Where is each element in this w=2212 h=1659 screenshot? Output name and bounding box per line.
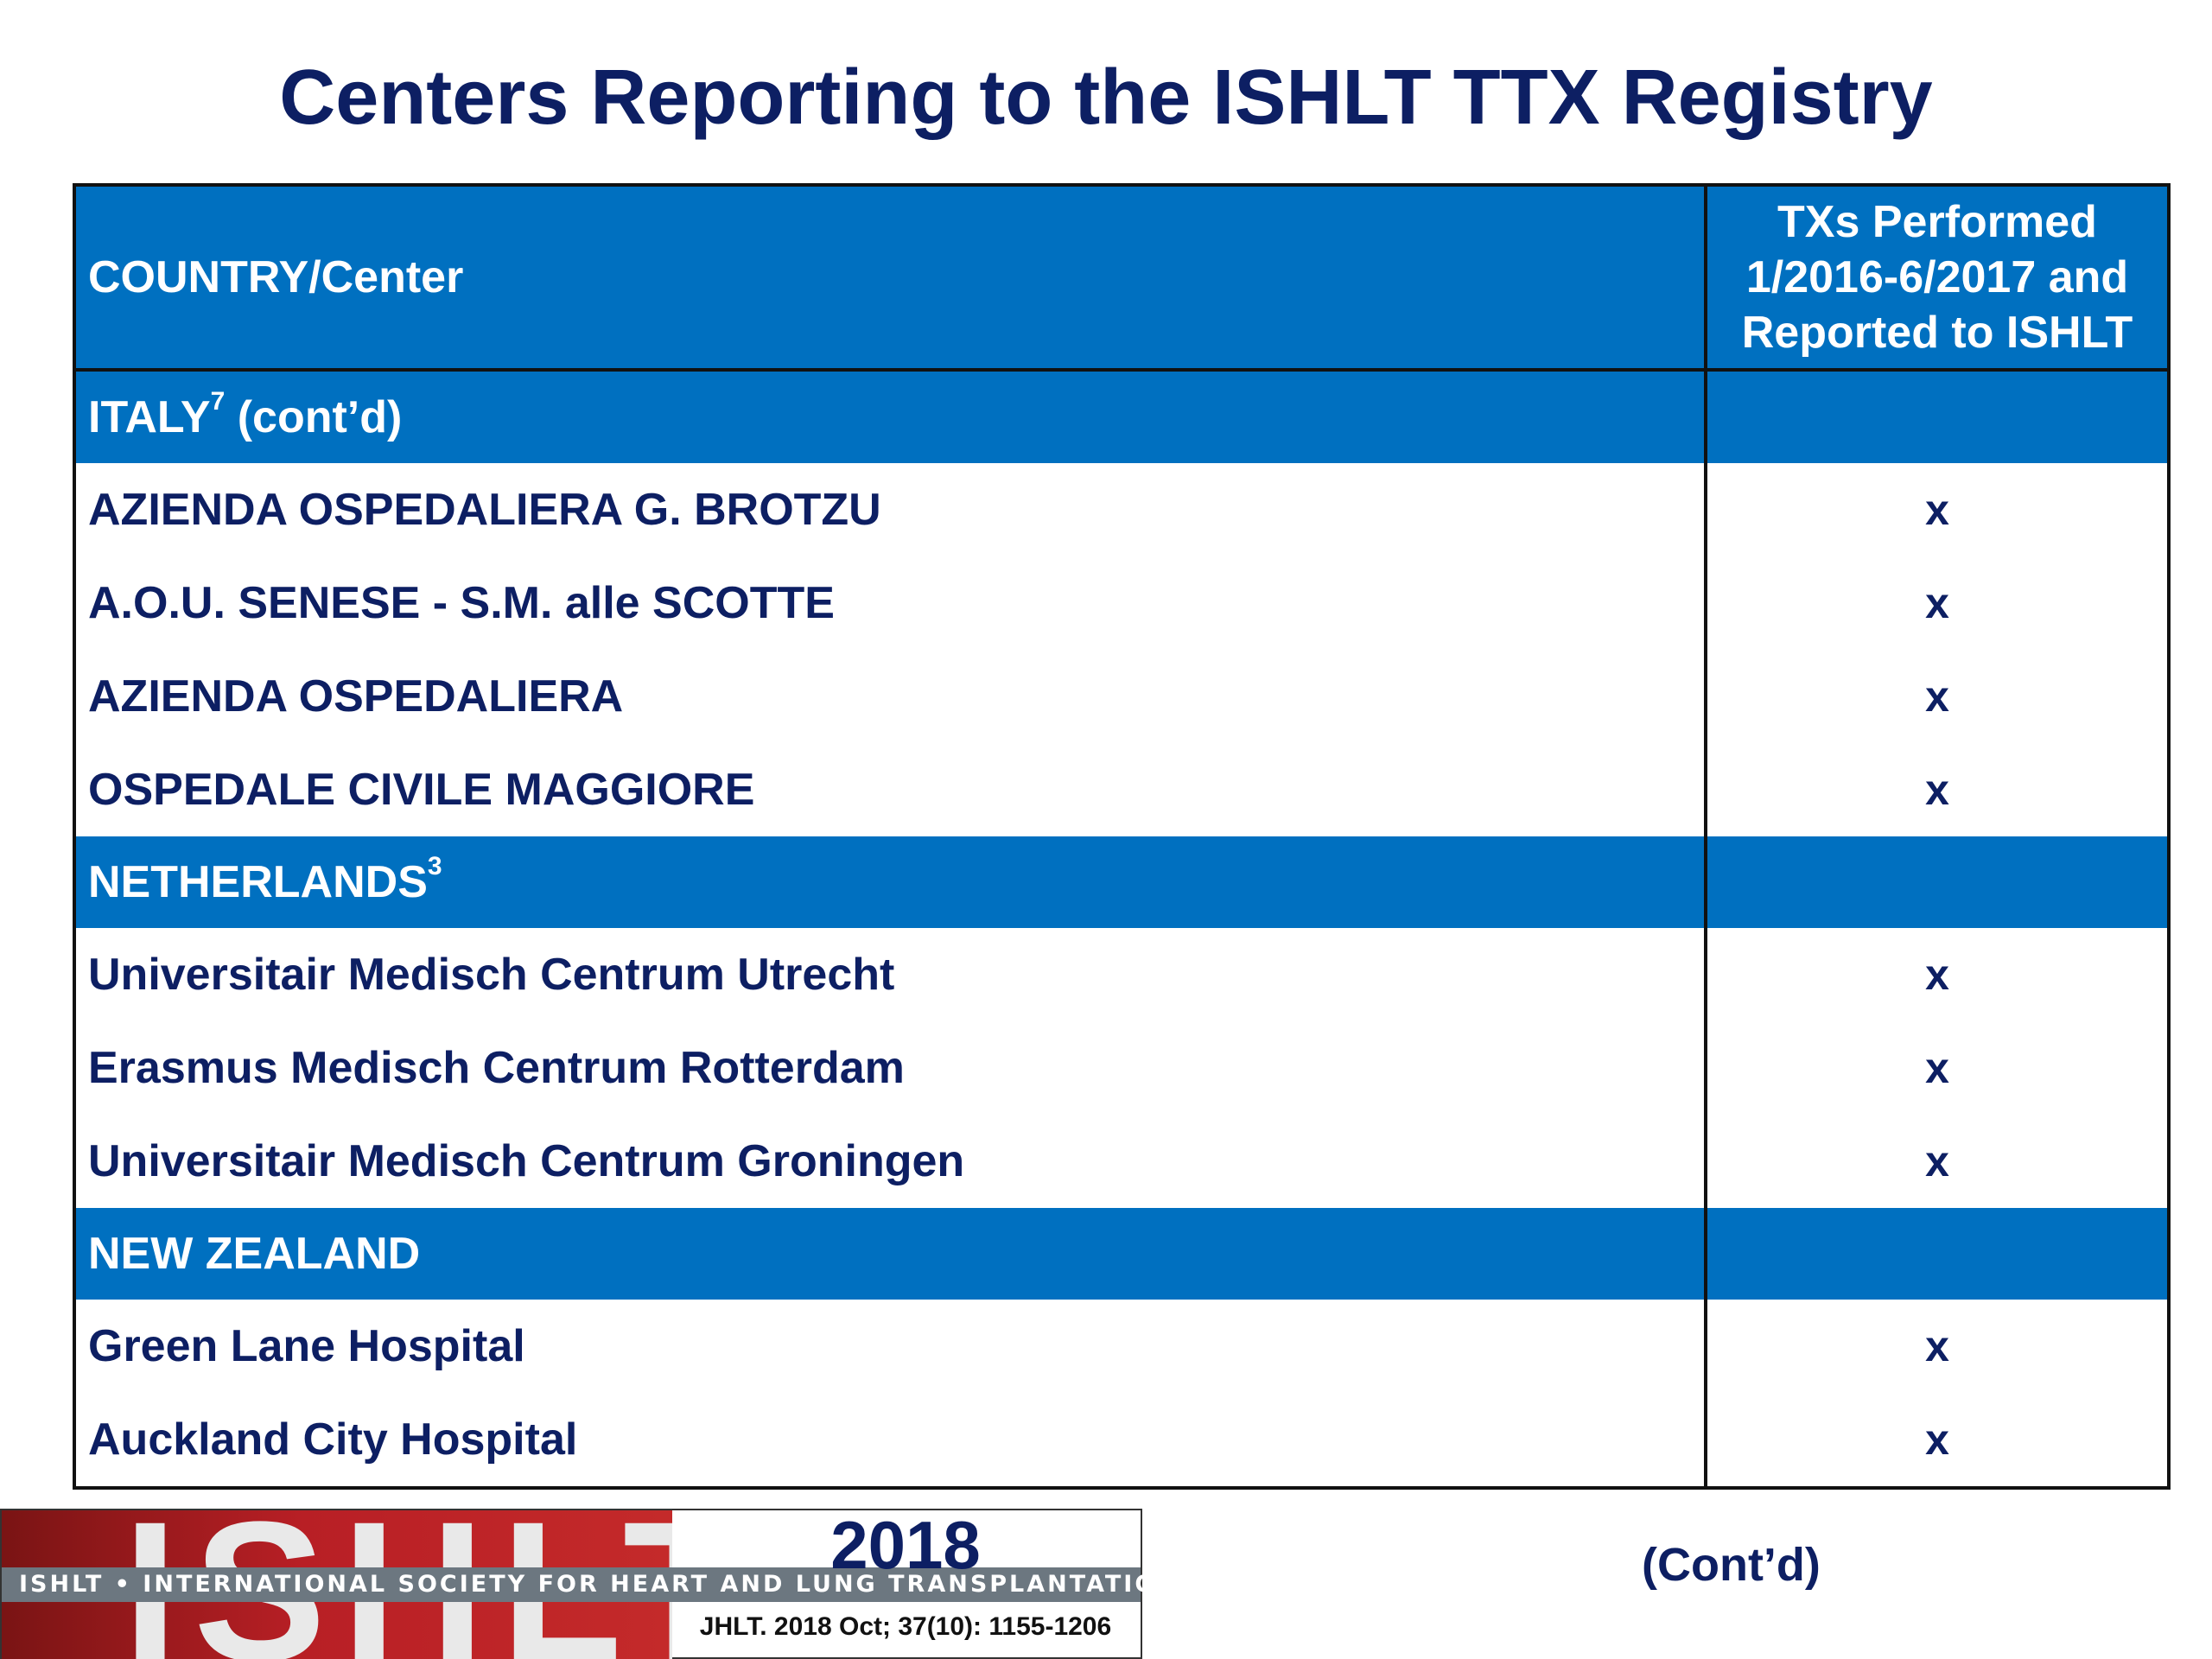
center-name: Green Lane Hospital: [74, 1300, 1707, 1393]
country-name-cell: NEW ZEALAND: [74, 1208, 1707, 1300]
center-name: AZIENDA OSPEDALIERA G. BROTZU: [74, 463, 1707, 556]
country-name: ITALY: [88, 392, 211, 442]
country-name: NETHERLANDS: [88, 857, 428, 907]
table-row: AZIENDA OSPEDALIERA x: [74, 650, 2169, 743]
country-tx-cell: [1706, 370, 2169, 463]
table-row: Erasmus Medisch Centrum Rotterdam x: [74, 1021, 2169, 1115]
country-name-cell: ITALY7 (cont’d): [74, 370, 1707, 463]
country-tx-cell: [1706, 1208, 2169, 1300]
page-title: Centers Reporting to the ISHLT TTX Regis…: [279, 54, 1933, 141]
country-name-cell: NETHERLANDS3: [74, 836, 1707, 928]
journal-citation: JHLT. 2018 Oct; 37(10): 1155-1206: [699, 1612, 1112, 1641]
country-footnote-ref: 3: [427, 852, 442, 880]
country-section-row: NEW ZEALAND: [74, 1208, 2169, 1300]
tx-mark: x: [1706, 463, 2169, 556]
center-name: AZIENDA OSPEDALIERA: [74, 650, 1707, 743]
continued-label: (Cont’d): [1642, 1539, 1821, 1591]
tx-mark: x: [1706, 650, 2169, 743]
tx-mark: x: [1706, 928, 2169, 1021]
center-name: Universitair Medisch Centrum Groningen: [74, 1115, 1707, 1208]
table-row: AZIENDA OSPEDALIERA G. BROTZU x: [74, 463, 2169, 556]
country-footnote-ref: 7: [210, 387, 226, 416]
tx-mark: x: [1706, 1393, 2169, 1488]
tx-mark: x: [1706, 1300, 2169, 1393]
center-name: OSPEDALE CIVILE MAGGIORE: [74, 743, 1707, 836]
tx-mark: x: [1706, 1021, 2169, 1115]
header-center: COUNTRY/Center: [74, 185, 1707, 372]
table-row: Universitair Medisch Centrum Groningen x: [74, 1115, 2169, 1208]
header-tx: TXs Performed 1/2016-6/2017 and Reported…: [1706, 185, 2169, 372]
table-row: A.O.U. SENESE - S.M. alle SCOTTE x: [74, 556, 2169, 650]
centers-table: COUNTRY/Center TXs Performed 1/2016-6/20…: [73, 183, 2171, 1490]
center-name: Erasmus Medisch Centrum Rotterdam: [74, 1021, 1707, 1115]
logo-band: [2, 1567, 1141, 1602]
table-row: Green Lane Hospital x: [74, 1300, 2169, 1393]
table-row: Universitair Medisch Centrum Utrecht x: [74, 928, 2169, 1021]
org-name: ISHLT • INTERNATIONAL SOCIETY FOR HEART …: [19, 1571, 1179, 1598]
country-section-row: NETHERLANDS3: [74, 836, 2169, 928]
table-row: OSPEDALE CIVILE MAGGIORE x: [74, 743, 2169, 836]
tx-mark: x: [1706, 1115, 2169, 1208]
header-tx-line: 1/2016-6/2017 and: [1745, 252, 2129, 302]
center-name: Universitair Medisch Centrum Utrecht: [74, 928, 1707, 1021]
header-tx-line: TXs Performed: [1777, 197, 2097, 247]
country-name: NEW ZEALAND: [88, 1229, 421, 1279]
table-header-row: COUNTRY/Center TXs Performed 1/2016-6/20…: [74, 185, 2169, 372]
table-row: Auckland City Hospital x: [74, 1393, 2169, 1488]
tx-mark: x: [1706, 743, 2169, 836]
table-body: ITALY7 (cont’d) AZIENDA OSPEDALIERA G. BR…: [74, 370, 2169, 1488]
header-tx-line: Reported to ISHLT: [1741, 308, 2133, 358]
country-tx-cell: [1706, 836, 2169, 928]
country-suffix: (cont’d): [225, 392, 403, 442]
center-name: Auckland City Hospital: [74, 1393, 1707, 1488]
logo-year: 2018: [830, 1507, 981, 1583]
country-section-row: ITALY7 (cont’d): [74, 370, 2169, 463]
tx-mark: x: [1706, 556, 2169, 650]
ishlt-logo-banner: ISHLT ISHLT • INTERNATIONAL SOCIETY FOR …: [0, 1507, 1177, 1659]
center-name: A.O.U. SENESE - S.M. alle SCOTTE: [74, 556, 1707, 650]
